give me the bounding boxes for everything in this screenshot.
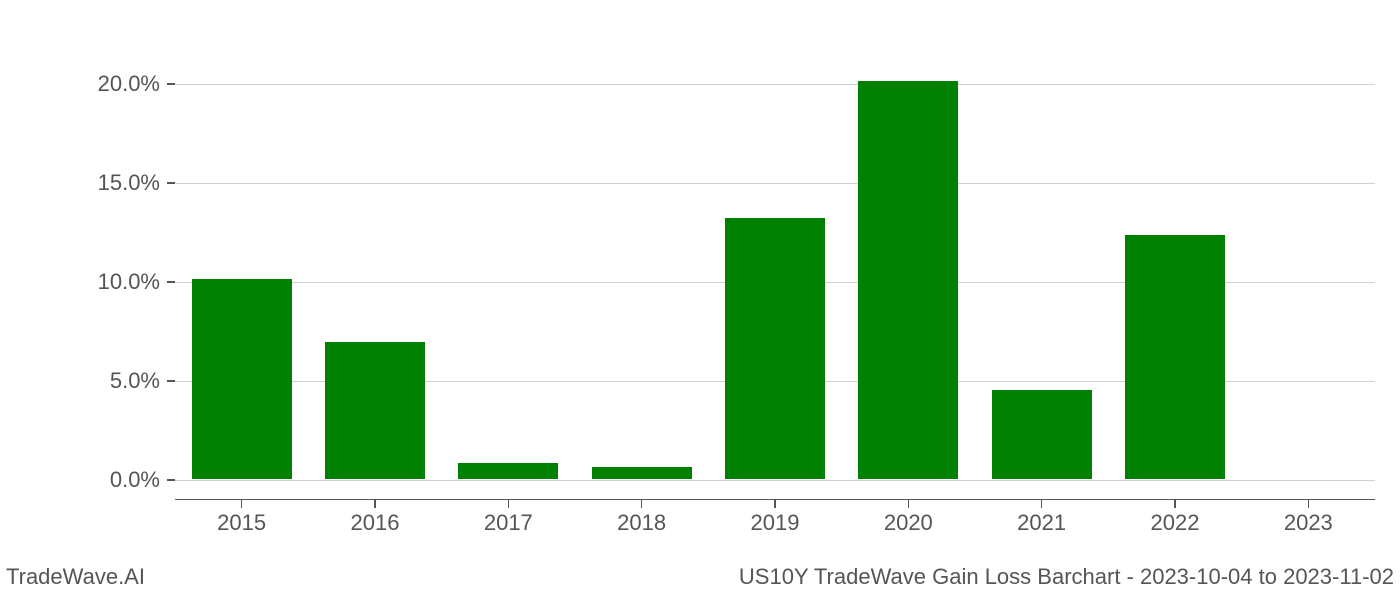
footer-right-caption: US10Y TradeWave Gain Loss Barchart - 202… <box>739 564 1394 590</box>
ytick-mark <box>167 83 175 85</box>
xtick-mark <box>508 500 510 508</box>
ytick-label: 5.0% <box>110 368 160 394</box>
bar-2017 <box>458 463 558 479</box>
xtick-mark <box>241 500 243 508</box>
xtick-label: 2017 <box>484 510 533 536</box>
bar-2020 <box>858 81 958 479</box>
xtick-mark <box>1174 500 1176 508</box>
bar-2019 <box>725 218 825 480</box>
ytick-mark <box>167 479 175 481</box>
xtick-mark <box>774 500 776 508</box>
bar-2016 <box>325 342 425 479</box>
xtick-mark <box>374 500 376 508</box>
xtick-label: 2018 <box>617 510 666 536</box>
xtick-label: 2019 <box>751 510 800 536</box>
bar-2021 <box>992 390 1092 479</box>
bar-2022 <box>1125 235 1225 479</box>
gridline <box>175 84 1375 85</box>
ytick-label: 0.0% <box>110 467 160 493</box>
xtick-label: 2023 <box>1284 510 1333 536</box>
gridline <box>175 480 1375 481</box>
ytick-label: 15.0% <box>98 170 160 196</box>
xtick-mark <box>641 500 643 508</box>
ytick-mark <box>167 380 175 382</box>
bar-2015 <box>192 279 292 479</box>
bar-chart: 0.0%5.0%10.0%15.0%20.0% 2015201620172018… <box>175 60 1375 530</box>
xtick-label: 2021 <box>1017 510 1066 536</box>
plot-area: 0.0%5.0%10.0%15.0%20.0% <box>175 60 1375 500</box>
xtick-label: 2016 <box>351 510 400 536</box>
ytick-label: 10.0% <box>98 269 160 295</box>
xtick-mark <box>1308 500 1310 508</box>
bar-2018 <box>592 467 692 479</box>
xtick-label: 2015 <box>217 510 266 536</box>
xtick-mark <box>908 500 910 508</box>
gridline <box>175 183 1375 184</box>
footer-left-brand: TradeWave.AI <box>6 564 145 590</box>
ytick-mark <box>167 281 175 283</box>
xtick-mark <box>1041 500 1043 508</box>
xtick-label: 2022 <box>1151 510 1200 536</box>
ytick-mark <box>167 182 175 184</box>
xtick-label: 2020 <box>884 510 933 536</box>
y-axis-spine <box>174 60 176 500</box>
ytick-label: 20.0% <box>98 71 160 97</box>
